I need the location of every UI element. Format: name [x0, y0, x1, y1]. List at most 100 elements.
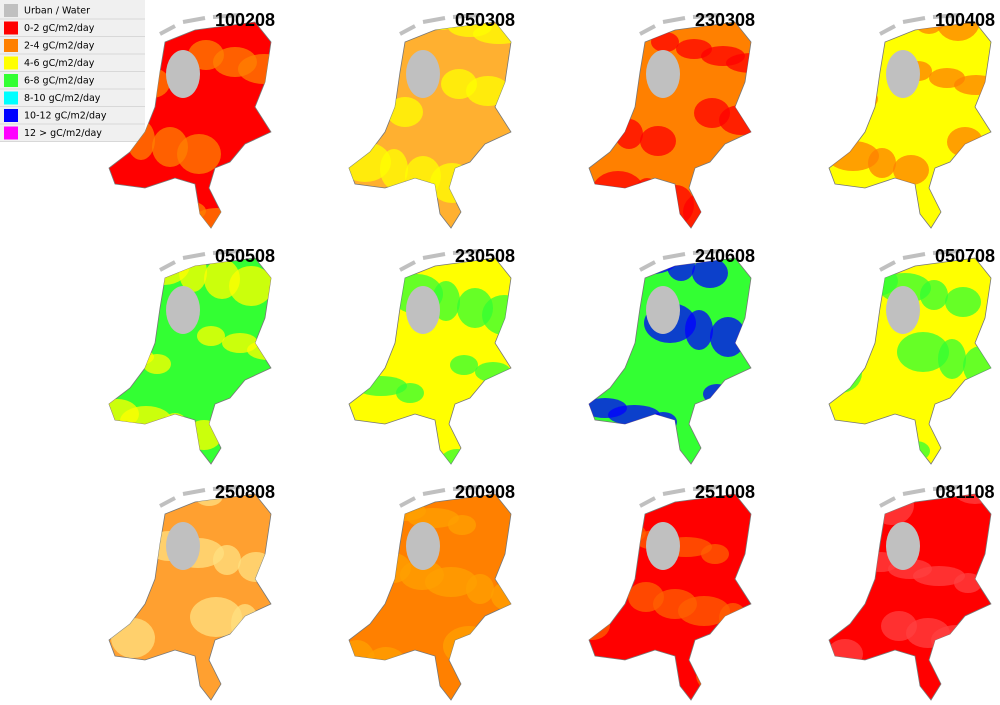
map-patch — [710, 317, 746, 357]
map-patch — [177, 134, 221, 174]
map-panel: 050308 — [348, 10, 515, 229]
map-patch — [829, 82, 861, 102]
map-patch — [640, 126, 676, 156]
map-patch — [628, 582, 664, 612]
map-patch — [152, 127, 188, 167]
map-panel: 230308 — [588, 10, 755, 229]
map-patch — [589, 398, 627, 418]
map-patch — [881, 611, 917, 641]
map-patch — [240, 392, 271, 422]
map-patch — [375, 553, 411, 583]
map-patch — [956, 413, 984, 433]
map-patch — [349, 83, 373, 113]
map-panel: 050508 — [108, 246, 275, 465]
panel-title: 200908 — [455, 482, 515, 502]
wadden-islands — [639, 13, 721, 36]
map-patch — [143, 354, 171, 374]
map-patch — [701, 46, 745, 66]
legend-label: 8-10 gC/m2/day — [24, 93, 101, 104]
map-patch — [854, 266, 898, 296]
water-body — [886, 286, 920, 334]
legend-swatch — [4, 39, 18, 52]
map-patch — [186, 420, 222, 450]
map-patch — [589, 610, 610, 640]
map-patch — [256, 611, 271, 651]
legend-label: 2-4 gC/m2/day — [24, 41, 95, 52]
panel-title: 050708 — [935, 246, 995, 266]
map-patch — [493, 421, 511, 451]
legend-swatch — [4, 109, 18, 122]
map-patch — [886, 207, 914, 228]
map-patch — [653, 589, 697, 619]
wadden-islands — [399, 485, 481, 508]
panel-title: 240608 — [695, 246, 755, 266]
map-patch — [589, 324, 609, 364]
map-patch — [448, 22, 492, 37]
map-patch — [349, 494, 360, 507]
wadden-islands — [879, 485, 961, 508]
map-patch — [129, 692, 173, 700]
map-patch — [861, 434, 913, 454]
map-panel: 230508 — [348, 246, 515, 465]
map-patch — [615, 119, 643, 149]
panel-title: 230308 — [695, 10, 755, 30]
map-patch — [349, 428, 392, 458]
map-patch — [387, 97, 423, 127]
map-patch — [829, 420, 847, 440]
map-patch — [400, 560, 444, 590]
legend-label: Urban / Water — [24, 6, 90, 17]
panel-title: 250808 — [215, 482, 275, 502]
map-panel: 081108 — [828, 482, 995, 701]
water-body — [166, 522, 200, 570]
map-patch — [145, 194, 173, 214]
map-patch — [443, 626, 495, 666]
map-patch — [357, 494, 393, 514]
map-panel: 250808 — [108, 482, 275, 701]
map-patch — [696, 655, 748, 695]
map-patch — [737, 662, 751, 700]
panel-title: 050308 — [455, 10, 515, 30]
wadden-islands — [879, 249, 961, 272]
map-patch — [349, 640, 375, 680]
map-patch — [626, 258, 678, 274]
wadden-islands — [159, 249, 241, 272]
panel-title: 100208 — [215, 10, 275, 30]
map-patch — [439, 449, 475, 464]
map-patch — [109, 685, 140, 700]
map-patch — [204, 259, 240, 299]
wadden-islands — [639, 249, 721, 272]
panel-title: 050508 — [215, 246, 275, 266]
map-panel: 251008 — [588, 482, 755, 701]
water-body — [406, 286, 440, 334]
map-patch — [457, 288, 493, 328]
map-patch — [694, 98, 730, 128]
map-patch — [597, 60, 625, 80]
legend-swatch — [4, 4, 18, 17]
map-patch — [349, 369, 374, 389]
legend-swatch — [4, 91, 18, 105]
map-patch — [138, 258, 190, 285]
map-patch — [617, 676, 661, 700]
water-body — [886, 50, 920, 98]
legend-swatch — [4, 74, 18, 87]
map-panel: 100408 — [828, 10, 995, 229]
map-patch — [850, 89, 878, 109]
map-patch — [229, 266, 271, 306]
map-patch — [897, 332, 949, 372]
wadden-islands — [159, 485, 241, 508]
map-patch — [972, 632, 991, 662]
map-patch — [475, 362, 511, 382]
map-panel: 240608 — [588, 246, 755, 465]
map-patch — [592, 171, 644, 211]
panel-title: 081108 — [935, 482, 994, 502]
map-patch — [829, 639, 863, 669]
map-patch — [838, 545, 866, 565]
map-patch — [414, 442, 442, 464]
map-patch — [109, 399, 139, 429]
map-patch — [213, 47, 257, 77]
map-patch — [601, 258, 645, 267]
map-patch — [122, 524, 158, 554]
map-patch — [484, 633, 511, 673]
water-body — [406, 522, 440, 570]
legend-label: 4-6 gC/m2/day — [24, 58, 95, 69]
